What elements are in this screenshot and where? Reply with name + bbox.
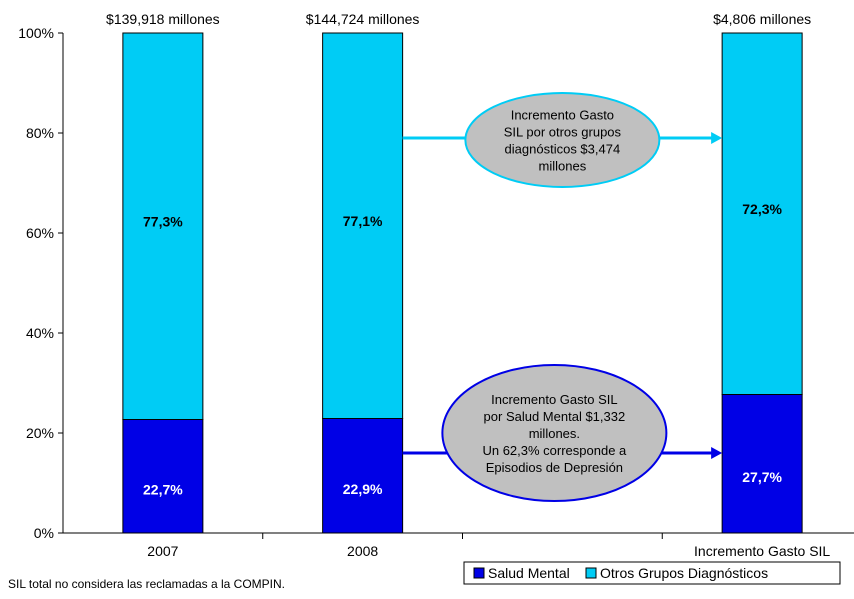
footnote: SIL total no considera las reclamadas a … bbox=[8, 577, 286, 591]
legend: Salud Mental Otros Grupos Diagnósticos bbox=[463, 561, 841, 585]
y-tick-label: 60% bbox=[26, 225, 54, 241]
annotation-arrowhead bbox=[711, 132, 723, 144]
bar-value-label: 77,3% bbox=[143, 213, 183, 229]
x-tick-label: 2007 bbox=[147, 543, 178, 559]
annotation-text: SIL por otros grupos bbox=[504, 125, 622, 140]
annotation-text: Incremento Gasto SIL bbox=[491, 392, 617, 407]
annotation-bubble bbox=[441, 364, 668, 502]
legend-box bbox=[463, 561, 841, 585]
legend-entry-label: Otros Grupos Diagnósticos bbox=[600, 565, 768, 581]
y-tick-label: 20% bbox=[26, 425, 54, 441]
legend-entry-label: Salud Mental bbox=[488, 565, 570, 581]
bar-value-label: 22,9% bbox=[343, 481, 383, 497]
x-tick-label: Incremento Gasto SIL bbox=[694, 543, 830, 559]
bar-total-label: $139,918 millones bbox=[106, 11, 220, 27]
legend-swatch bbox=[585, 567, 597, 579]
bar-segment bbox=[322, 418, 404, 534]
bar-value-label: 77,1% bbox=[343, 213, 383, 229]
annotation-text: millones. bbox=[529, 426, 580, 441]
bar-segment bbox=[721, 394, 803, 534]
bar-segment bbox=[721, 32, 803, 395]
y-tick-label: 0% bbox=[34, 525, 54, 541]
bar-segment bbox=[122, 419, 204, 534]
annotation-text: Episodios de Depresión bbox=[486, 460, 623, 475]
x-tick-label: 2008 bbox=[347, 543, 378, 559]
bar-segment bbox=[122, 32, 204, 420]
bar-total-label: $144,724 millones bbox=[306, 11, 420, 27]
bar-segment bbox=[322, 32, 404, 419]
y-tick-label: 80% bbox=[26, 125, 54, 141]
annotation-text: Un 62,3% corresponde a bbox=[482, 443, 627, 458]
annotation-text: millones bbox=[539, 159, 587, 174]
annotation-text: diagnósticos $3,474 bbox=[505, 142, 621, 157]
bar-value-label: 72,3% bbox=[742, 201, 782, 217]
bar-value-label: 22,7% bbox=[143, 481, 183, 497]
annotation-arrowhead bbox=[711, 447, 723, 459]
annotation-text: Incremento Gasto bbox=[511, 108, 614, 123]
legend-swatch bbox=[473, 567, 485, 579]
annotation-text: por Salud Mental $1,332 bbox=[484, 409, 626, 424]
bar-total-label: $4,806 millones bbox=[713, 11, 811, 27]
annotation-bubble bbox=[464, 92, 661, 188]
bar-value-label: 27,7% bbox=[742, 469, 782, 485]
y-tick-label: 100% bbox=[18, 25, 54, 41]
y-tick-label: 40% bbox=[26, 325, 54, 341]
